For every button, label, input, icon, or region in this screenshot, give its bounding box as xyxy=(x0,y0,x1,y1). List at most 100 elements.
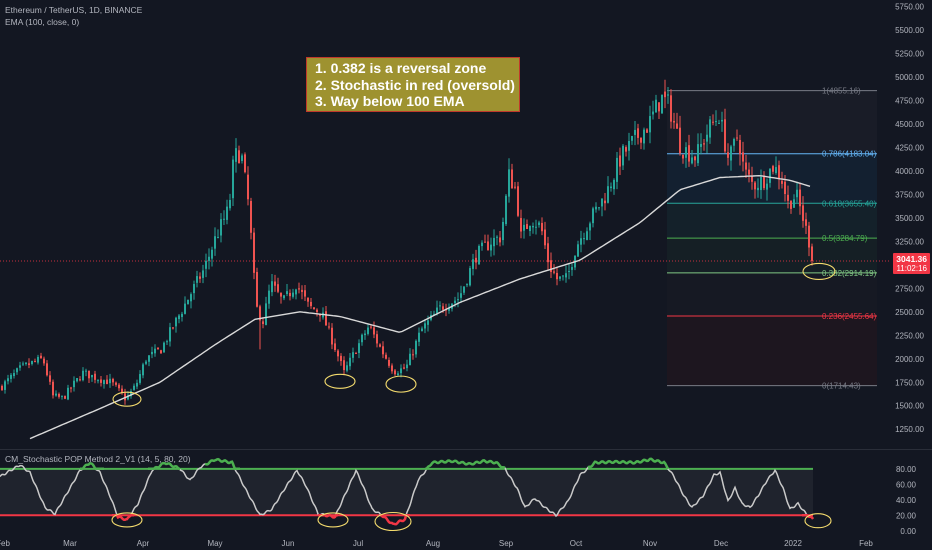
candle-body xyxy=(628,141,630,151)
candle-body xyxy=(34,360,36,362)
candle-body xyxy=(553,271,555,273)
candle-body xyxy=(655,99,657,113)
candle-body xyxy=(685,147,687,158)
candle-body xyxy=(673,121,675,123)
price-tick-label: 2250.00 xyxy=(895,331,924,340)
candle-body xyxy=(520,218,522,232)
stochastic-tick-label: 20.00 xyxy=(896,511,917,520)
candle-body xyxy=(16,368,18,373)
candle-body xyxy=(172,327,174,329)
stochastic-legend: CM_Stochastic POP Method 2_V1 (14, 5, 80… xyxy=(5,454,191,464)
price-tick-label: 2750.00 xyxy=(895,284,924,293)
candle-body xyxy=(748,169,750,175)
candle-body xyxy=(703,143,705,145)
candle-body xyxy=(205,260,207,269)
candle-body xyxy=(367,327,369,334)
candle-body xyxy=(307,297,309,302)
candle-body xyxy=(499,237,501,243)
candle-body xyxy=(130,390,132,397)
candle-body xyxy=(682,154,684,159)
ema-line xyxy=(29,174,811,440)
candle-body xyxy=(97,380,99,382)
candle-body xyxy=(298,288,300,290)
candle-body xyxy=(244,154,246,173)
candle-body xyxy=(652,111,654,115)
candle-body xyxy=(640,137,642,143)
candle-body xyxy=(199,276,201,279)
fib-level-label: 0.786(4183.04) xyxy=(822,150,877,159)
candle-body xyxy=(256,272,258,307)
candle-body xyxy=(436,307,438,314)
candle-body xyxy=(613,179,615,190)
candle-body xyxy=(577,244,579,257)
fib-zone xyxy=(667,90,877,154)
candle-body xyxy=(388,359,390,366)
candle-body xyxy=(766,183,768,190)
annotation-line-3: 3. Way below 100 EMA xyxy=(315,93,465,109)
candle-body xyxy=(76,378,78,382)
candle-body xyxy=(397,373,399,376)
fib-level-label: 0(1714.43) xyxy=(822,382,861,391)
candle-body xyxy=(109,378,111,384)
candle-body xyxy=(718,122,720,124)
candle-body xyxy=(493,237,495,247)
candle-body xyxy=(610,186,612,189)
candle-body xyxy=(67,387,69,400)
candle-body xyxy=(646,129,648,133)
candle-body xyxy=(691,157,693,164)
candle-body xyxy=(196,276,198,283)
stochastic-highlight xyxy=(802,514,815,520)
candle-body xyxy=(103,380,105,385)
candle-body xyxy=(433,313,435,315)
fib-level-label: 0.618(3655.40) xyxy=(822,199,877,208)
stochastic-highlight xyxy=(380,514,410,526)
candle-body xyxy=(736,137,738,139)
time-tick-label: Nov xyxy=(643,539,657,548)
candle-body xyxy=(811,246,813,261)
price-tick-label: 1750.00 xyxy=(895,378,924,387)
candle-body xyxy=(70,387,72,389)
candle-body xyxy=(448,308,450,311)
candle-body xyxy=(709,119,711,138)
candle-body xyxy=(463,286,465,293)
stochastic-pane[interactable] xyxy=(0,457,832,532)
stochastic-highlight xyxy=(148,461,180,471)
candle-body xyxy=(310,301,312,307)
candle-body xyxy=(541,222,543,232)
fib-level-label: 0.236(2455.64) xyxy=(822,312,877,321)
candle-body xyxy=(361,334,363,343)
candle-body xyxy=(136,382,138,387)
candle-body xyxy=(202,270,204,278)
stochastic-tick-label: 60.00 xyxy=(896,480,917,489)
candle-body xyxy=(808,225,810,248)
candle-body xyxy=(415,340,417,355)
candle-body xyxy=(346,365,348,371)
price-axis[interactable]: 1250.00 1500.00 1750.00 2000.00 2250.00 2500.… xyxy=(893,3,930,536)
stochastic-highlight xyxy=(204,457,240,471)
time-tick-label: Dec xyxy=(714,539,728,548)
fib-zone xyxy=(667,315,877,386)
time-tick-label: Apr xyxy=(137,539,150,548)
candle-body xyxy=(721,119,723,122)
time-tick-label: May xyxy=(207,539,222,548)
candle-body xyxy=(391,365,393,372)
candle-body xyxy=(376,334,378,344)
annotation-line-2: 2. Stochastic in red (oversold) xyxy=(315,76,515,93)
price-tick-label: 5000.00 xyxy=(895,73,924,82)
candle-body xyxy=(802,205,804,221)
candle-body xyxy=(757,187,759,191)
candle-body xyxy=(409,353,411,366)
candle-body xyxy=(226,206,228,220)
fibonacci-retracement[interactable]: 1(4855.16) 0.786(4183.04) 0.618(3655.40) 0.… xyxy=(667,87,877,391)
candle-body xyxy=(439,305,441,307)
candle-body xyxy=(664,91,666,98)
candle-body xyxy=(730,146,732,161)
last-price-label: 3041.36 xyxy=(896,254,927,264)
price-tick-label: 4500.00 xyxy=(895,120,924,129)
candle-body xyxy=(250,201,252,233)
annotation-box[interactable]: 1. 0.382 is a reversal zone 2. Stochasti… xyxy=(306,57,520,112)
candle-body xyxy=(481,242,483,247)
time-axis[interactable]: Feb Mar Apr May Jun Jul Aug Sep Oct Nov Dec 2022 Feb xyxy=(0,539,873,548)
candle-body xyxy=(796,189,798,198)
candle-body xyxy=(160,350,162,354)
